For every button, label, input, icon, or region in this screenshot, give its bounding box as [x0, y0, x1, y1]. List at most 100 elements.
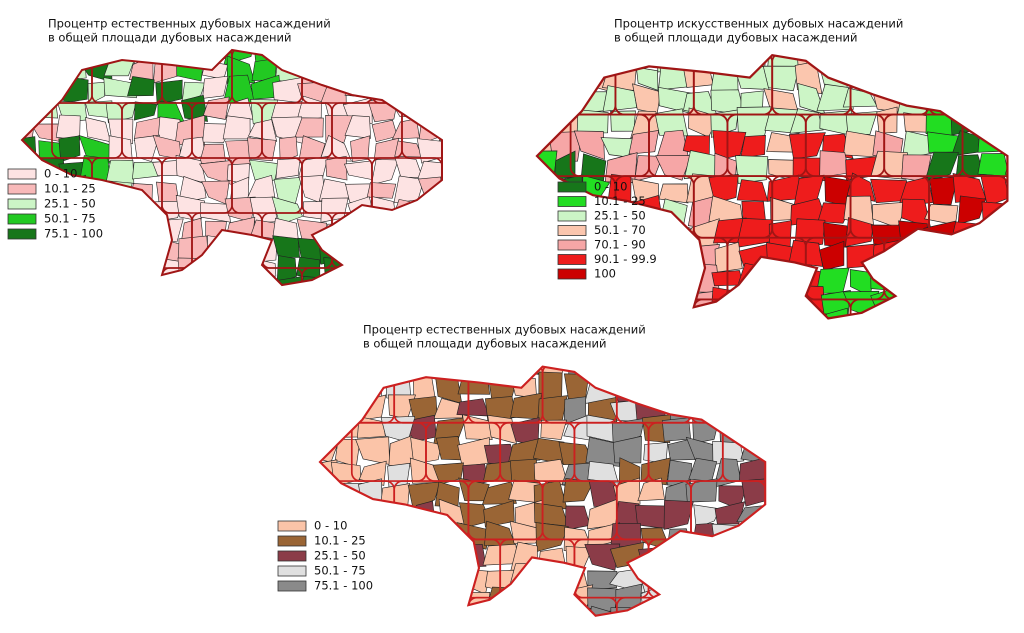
district	[584, 366, 618, 383]
map-title: в общей площади дубовых насаждений	[363, 337, 606, 351]
district	[953, 243, 985, 272]
district	[1005, 85, 1008, 110]
district	[711, 523, 745, 553]
district	[631, 285, 661, 319]
district	[319, 134, 352, 162]
district	[320, 393, 339, 417]
district	[925, 61, 959, 89]
district	[576, 291, 611, 319]
district	[441, 175, 442, 204]
district	[488, 605, 513, 616]
district	[384, 608, 415, 616]
district	[349, 222, 377, 244]
legend-label: 70.1 - 90	[594, 238, 646, 252]
district	[635, 504, 670, 530]
district	[32, 262, 59, 283]
district	[715, 309, 745, 319]
legend-label: 25.1 - 50	[594, 209, 646, 223]
oblast	[331, 212, 403, 269]
district	[106, 262, 137, 280]
oblast	[441, 50, 442, 104]
oblast	[647, 538, 724, 599]
district	[416, 138, 442, 164]
district	[371, 159, 399, 186]
district	[383, 529, 415, 550]
district	[205, 257, 227, 285]
oblast	[441, 267, 442, 285]
district	[739, 456, 766, 482]
oblast	[393, 596, 470, 616]
legend-label: 100	[594, 267, 616, 281]
district	[872, 63, 907, 89]
district	[983, 63, 1008, 95]
district	[537, 84, 556, 114]
district	[763, 607, 766, 616]
district	[445, 76, 467, 101]
district	[688, 457, 718, 482]
legend-swatch	[557, 196, 587, 207]
district	[134, 101, 158, 121]
legend-label: 10.1 - 25	[594, 194, 646, 208]
district	[358, 478, 383, 506]
district	[535, 522, 569, 553]
district	[931, 239, 962, 271]
district	[735, 155, 769, 184]
district	[127, 76, 155, 97]
district	[689, 564, 717, 589]
oblast	[690, 596, 766, 616]
district	[1012, 47, 1024, 70]
district	[656, 249, 689, 270]
district	[183, 279, 210, 285]
district	[763, 374, 766, 399]
legend-label: 10.1 - 25	[314, 534, 366, 548]
district	[681, 290, 718, 318]
district	[845, 111, 878, 135]
district	[22, 50, 39, 63]
district	[344, 160, 373, 181]
district	[665, 591, 694, 611]
district	[445, 38, 473, 65]
district	[550, 62, 581, 94]
district	[366, 182, 397, 199]
district	[788, 132, 826, 160]
district	[1004, 286, 1008, 315]
district	[538, 547, 566, 568]
district	[637, 477, 665, 502]
district	[127, 235, 159, 263]
legend-swatch	[7, 183, 37, 195]
oblast	[401, 212, 442, 269]
legend-label: 75.1 - 100	[44, 227, 103, 241]
district	[738, 373, 766, 402]
district	[421, 98, 442, 121]
district	[509, 520, 543, 544]
district	[130, 183, 153, 204]
district	[898, 265, 933, 296]
legend-label: 0 - 10	[44, 167, 77, 181]
district	[904, 242, 935, 272]
district	[462, 414, 493, 441]
district	[79, 278, 113, 285]
district	[446, 135, 465, 161]
district	[658, 183, 689, 204]
district	[737, 589, 766, 615]
district	[688, 610, 718, 616]
legend-swatch	[7, 198, 37, 210]
district	[711, 605, 742, 616]
district	[537, 286, 554, 313]
oblast	[371, 50, 442, 104]
district	[406, 543, 440, 572]
district	[434, 609, 468, 616]
district	[900, 55, 934, 70]
district	[715, 545, 745, 569]
district	[655, 155, 692, 181]
district	[22, 256, 41, 283]
map-title: Процентр искусственных дубовых насаждени…	[614, 17, 903, 31]
district	[407, 481, 441, 510]
district	[713, 583, 747, 611]
district	[737, 606, 766, 616]
district	[391, 276, 426, 285]
district	[612, 435, 642, 464]
district	[637, 265, 666, 289]
district	[153, 236, 183, 264]
oblast	[721, 538, 766, 599]
